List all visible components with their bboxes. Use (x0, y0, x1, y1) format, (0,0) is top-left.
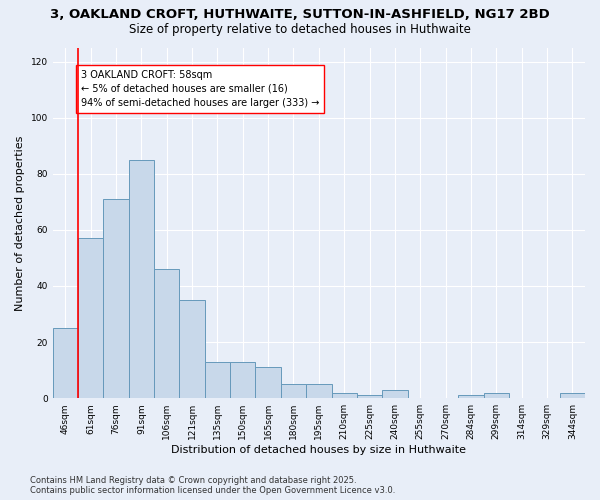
Bar (332, 392, 357, 398)
Bar (306, 384, 332, 398)
Bar (458, 396, 484, 398)
Bar (357, 396, 382, 398)
Bar (129, 160, 154, 398)
Bar (179, 300, 205, 398)
Bar (560, 392, 585, 398)
Text: Size of property relative to detached houses in Huthwaite: Size of property relative to detached ho… (129, 22, 471, 36)
Bar (256, 368, 281, 398)
Text: 3 OAKLAND CROFT: 58sqm
← 5% of detached houses are smaller (16)
94% of semi-deta: 3 OAKLAND CROFT: 58sqm ← 5% of detached … (80, 70, 319, 108)
Bar (103, 199, 129, 398)
X-axis label: Distribution of detached houses by size in Huthwaite: Distribution of detached houses by size … (172, 445, 466, 455)
Text: Contains HM Land Registry data © Crown copyright and database right 2025.
Contai: Contains HM Land Registry data © Crown c… (30, 476, 395, 495)
Bar (230, 362, 256, 398)
Text: 3, OAKLAND CROFT, HUTHWAITE, SUTTON-IN-ASHFIELD, NG17 2BD: 3, OAKLAND CROFT, HUTHWAITE, SUTTON-IN-A… (50, 8, 550, 20)
Bar (78, 238, 103, 398)
Bar (205, 362, 230, 398)
Bar (484, 392, 509, 398)
Bar (281, 384, 306, 398)
Bar (154, 269, 179, 398)
Y-axis label: Number of detached properties: Number of detached properties (15, 135, 25, 310)
Bar (382, 390, 407, 398)
Bar (53, 328, 78, 398)
